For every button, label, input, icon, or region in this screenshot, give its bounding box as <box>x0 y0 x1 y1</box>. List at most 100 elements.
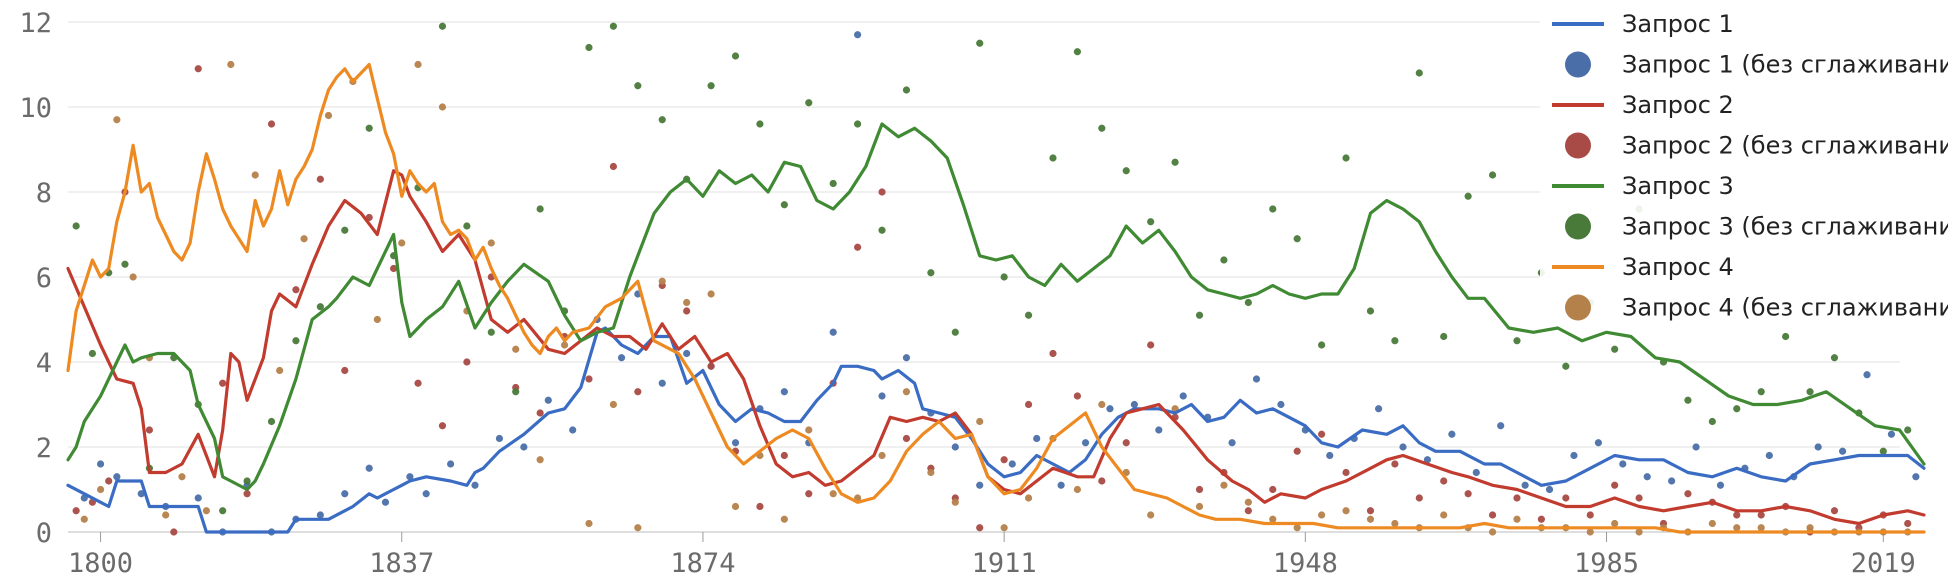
x-tick-label: 1837 <box>369 548 434 579</box>
raw-point-series-4 <box>129 273 137 281</box>
raw-point-series-3 <box>1830 354 1839 362</box>
raw-point-series-1 <box>1326 451 1334 460</box>
raw-point-series-1 <box>1912 473 1920 481</box>
raw-point-series-2 <box>341 366 349 375</box>
raw-point-series-1 <box>658 379 666 387</box>
raw-point-series-2 <box>1757 511 1765 519</box>
raw-point-series-3 <box>1757 388 1765 396</box>
raw-point-series-4 <box>202 507 210 515</box>
raw-point-series-1 <box>341 490 349 498</box>
raw-point-series-1 <box>1521 481 1529 489</box>
raw-point-series-4 <box>251 171 259 179</box>
raw-point-series-1 <box>951 443 959 451</box>
raw-point-series-3 <box>1293 235 1301 243</box>
raw-point-series-1 <box>446 460 455 468</box>
raw-point-series-3 <box>438 22 447 30</box>
raw-point-series-3 <box>1879 447 1887 455</box>
raw-point-series-4 <box>780 515 788 523</box>
raw-point-series-3 <box>1733 405 1741 413</box>
raw-point-series-1 <box>422 490 430 498</box>
raw-point-series-3 <box>1684 396 1692 404</box>
raw-point-series-1 <box>1448 430 1456 438</box>
raw-point-series-2 <box>756 502 764 511</box>
raw-point-series-4 <box>113 116 121 124</box>
raw-point-series-3 <box>365 124 373 132</box>
raw-point-series-3 <box>1464 192 1472 200</box>
raw-point-series-3 <box>1244 298 1252 307</box>
x-axis-ticks: 1800 1837 1874 1911 1948 1985 2019 <box>68 532 1916 579</box>
raw-point-series-3 <box>976 39 984 47</box>
raw-point-series-4 <box>1318 511 1326 519</box>
legend-label-series-4: Запрос 4 <box>1622 253 1734 281</box>
raw-point-series-4 <box>829 490 837 498</box>
legend-label-series-3: Запрос 3 <box>1622 172 1734 200</box>
raw-point-series-1 <box>1570 451 1578 460</box>
raw-point-series-4 <box>1513 515 1521 523</box>
raw-point-series-4 <box>731 502 740 511</box>
raw-point-series-1 <box>520 443 528 451</box>
raw-point-series-4 <box>1708 519 1716 528</box>
raw-point-series-2 <box>878 188 886 196</box>
legend-label-series-2: Запрос 2 <box>1622 91 1734 119</box>
raw-point-series-1 <box>1057 481 1065 489</box>
raw-point-series-2 <box>609 162 618 171</box>
raw-point-series-1 <box>1838 447 1847 455</box>
raw-point-series-2 <box>854 243 862 251</box>
raw-point-series-3 <box>1269 205 1277 213</box>
legend-label-raw-4: Запрос 4 (без сглаживания) <box>1622 294 1948 322</box>
raw-point-series-4 <box>1195 502 1204 511</box>
raw-point-series-2 <box>1733 511 1741 519</box>
raw-point-series-3 <box>1562 362 1570 370</box>
raw-point-series-4 <box>658 277 666 285</box>
raw-point-series-2 <box>1122 439 1130 447</box>
x-tick-label: 1874 <box>670 548 735 579</box>
raw-point-series-4 <box>536 456 544 464</box>
x-tick-label: 1948 <box>1273 548 1338 579</box>
raw-point-series-3 <box>1708 417 1716 426</box>
raw-point-series-2 <box>1098 477 1106 485</box>
raw-point-series-3 <box>1488 171 1497 179</box>
raw-point-series-1 <box>1814 443 1822 451</box>
raw-point-series-3 <box>707 82 715 90</box>
raw-point-series-1 <box>617 354 626 362</box>
raw-point-series-1 <box>1887 430 1896 438</box>
raw-point-series-2 <box>805 490 813 498</box>
raw-point-series-2 <box>1318 430 1326 438</box>
raw-point-series-3 <box>1904 426 1912 434</box>
raw-point-series-2 <box>902 434 911 443</box>
raw-point-series-4 <box>927 468 935 477</box>
legend-background <box>1540 4 1944 326</box>
raw-point-series-2 <box>1513 494 1521 502</box>
raw-point-series-3 <box>1024 311 1033 319</box>
raw-point-series-4 <box>1073 485 1082 494</box>
raw-point-series-4 <box>178 473 186 481</box>
raw-point-series-2 <box>1195 485 1204 494</box>
raw-point-series-2 <box>1830 507 1839 515</box>
raw-point-series-3 <box>731 52 740 60</box>
raw-point-series-1 <box>1619 460 1627 468</box>
raw-point-series-4 <box>1635 528 1643 536</box>
raw-point-series-3 <box>512 388 520 396</box>
raw-point-series-2 <box>1586 511 1594 519</box>
raw-point-series-3 <box>1513 337 1521 345</box>
raw-point-series-4 <box>951 498 959 506</box>
y-tick-label: 6 <box>36 263 52 294</box>
y-tick-label: 12 <box>19 8 52 39</box>
raw-point-series-3 <box>1073 48 1082 56</box>
raw-point-series-2 <box>243 490 251 498</box>
raw-point-series-4 <box>1488 528 1497 536</box>
raw-point-series-3 <box>951 328 959 336</box>
raw-point-series-3 <box>316 303 324 311</box>
series-line-2 <box>66 169 1926 526</box>
series-line-1 <box>66 326 1926 534</box>
raw-point-series-1 <box>381 498 390 506</box>
raw-point-series-4 <box>1098 400 1106 409</box>
legend-dot-swatch-4 <box>1565 294 1591 321</box>
raw-point-series-4 <box>96 485 105 494</box>
raw-point-series-4 <box>398 239 406 247</box>
legend-label-series-1: Запрос 1 <box>1622 10 1734 38</box>
raw-point-series-1 <box>406 473 414 481</box>
raw-point-series-2 <box>1611 481 1619 489</box>
raw-point-series-2 <box>976 524 984 532</box>
raw-point-series-3 <box>1195 311 1204 319</box>
